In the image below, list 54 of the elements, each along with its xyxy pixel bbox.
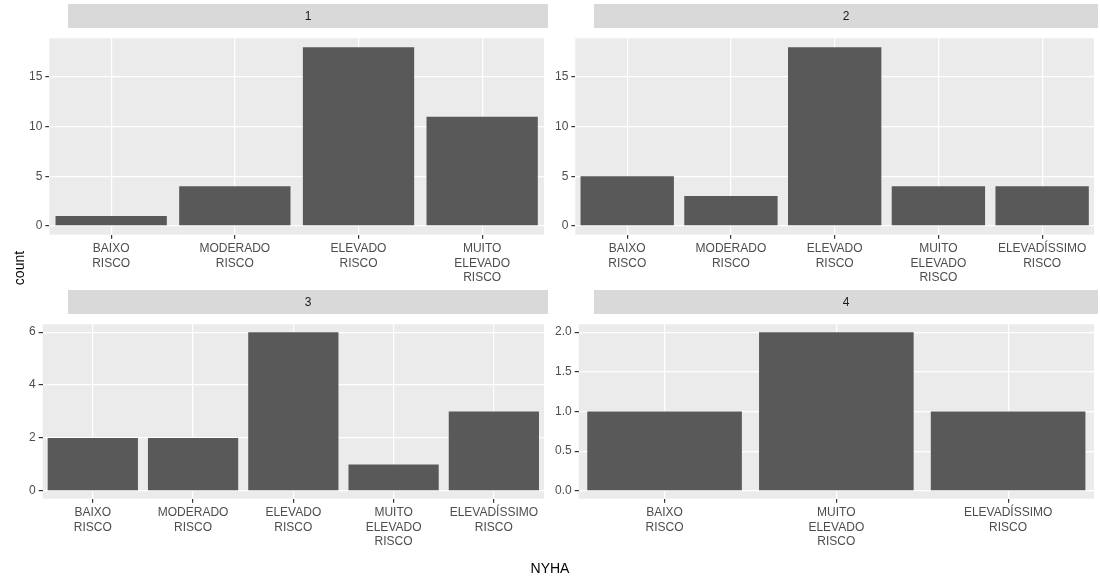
y-tick-label: 1.0 <box>554 403 572 418</box>
x-tick-label: BAIXO RISCO <box>92 241 131 270</box>
y-tick-label: 10 <box>554 118 569 133</box>
x-tick-label: ELEVADÍSSIMO RISCO <box>449 504 539 534</box>
bar <box>55 215 167 226</box>
x-tick-label: ELEVADÍSSIMO RISCO <box>997 240 1087 270</box>
chart-title: 2 <box>594 4 1098 28</box>
x-axis-title: NYHA <box>529 560 571 576</box>
bar <box>788 47 882 226</box>
y-tick-label: 0 <box>35 218 43 233</box>
x-tick-label: ELEVADÍSSIMO RISCO <box>963 504 1053 534</box>
bar <box>179 186 291 226</box>
y-tick-label: 4 <box>28 377 36 392</box>
y-axis-title: count <box>11 250 28 286</box>
chart-title: 3 <box>68 290 548 314</box>
x-tick-label: ELEVADO RISCO <box>330 241 387 270</box>
x-tick-label: ELEVADO RISCO <box>806 241 863 270</box>
y-tick-label: 0 <box>561 218 569 233</box>
y-tick-label: 2 <box>28 430 36 445</box>
x-tick-label: MODERADO RISCO <box>695 241 767 270</box>
x-tick-label: MODERADO RISCO <box>199 241 271 270</box>
bar <box>248 332 339 491</box>
y-tick-label: 0.5 <box>554 443 572 458</box>
bar <box>426 116 538 226</box>
y-tick-label: 2.0 <box>554 324 572 339</box>
y-tick-label: 6 <box>28 324 36 339</box>
bar <box>348 464 439 491</box>
x-tick-label: MODERADO RISCO <box>157 505 229 534</box>
chart-title: 4 <box>594 290 1098 314</box>
y-tick-label: 5 <box>561 168 569 183</box>
bar <box>995 186 1089 226</box>
y-tick-label: 0.0 <box>554 483 572 498</box>
bar <box>448 411 539 491</box>
bar <box>580 176 674 226</box>
x-tick-label: BAIXO RISCO <box>73 505 112 534</box>
x-tick-label: MUITO ELEVADO RISCO <box>910 241 967 285</box>
x-tick-label: MUITO ELEVADO RISCO <box>365 505 422 549</box>
bar <box>684 196 778 226</box>
bar <box>147 437 239 491</box>
y-tick-label: 15 <box>554 69 569 84</box>
y-tick-label: 5 <box>35 168 43 183</box>
x-tick-label: BAIXO RISCO <box>608 241 647 270</box>
bar <box>891 186 986 226</box>
y-tick-label: 1.5 <box>554 364 572 379</box>
y-tick-label: 0 <box>28 483 36 498</box>
y-tick-label: 15 <box>28 69 43 84</box>
x-tick-label: BAIXO RISCO <box>645 505 684 534</box>
x-tick-label: MUITO ELEVADO RISCO <box>454 241 511 285</box>
bar <box>302 47 415 226</box>
y-tick-label: 10 <box>28 118 43 133</box>
x-tick-label: ELEVADO RISCO <box>265 505 322 534</box>
chart-title: 1 <box>68 4 548 28</box>
bar <box>47 437 138 491</box>
x-tick-label: MUITO ELEVADO RISCO <box>808 505 865 549</box>
